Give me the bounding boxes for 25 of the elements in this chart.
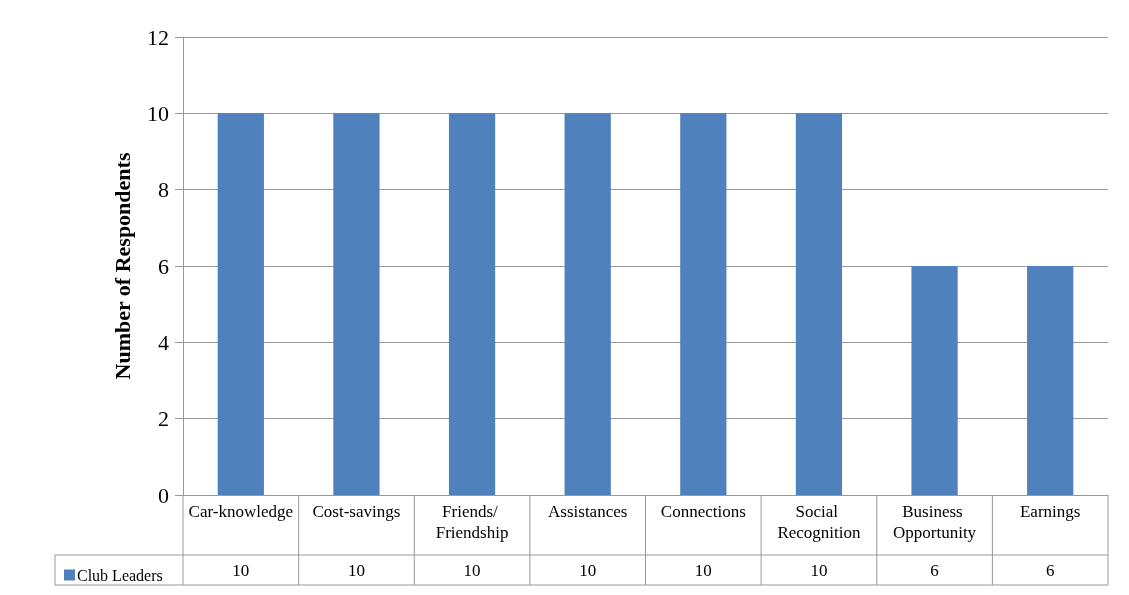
x-tick-label: Cost-savings [312, 502, 401, 521]
data-label: 10 [347, 560, 365, 580]
y-axis-title: Number of Respondents [109, 152, 135, 380]
y-tick-label: 10 [147, 100, 169, 126]
x-tick-label: Earnings [1019, 502, 1081, 521]
y-tick-label: 6 [158, 253, 169, 279]
data-label: 6 [1045, 560, 1055, 580]
y-tick-label: 4 [158, 329, 169, 355]
data-label: 10 [694, 560, 712, 580]
x-tick-label: Business Opportunity [893, 502, 977, 542]
x-tick-label: Assistances [548, 502, 628, 521]
x-tick-label: Connections [660, 502, 746, 521]
y-tick-label: 2 [158, 406, 169, 432]
data-label: 10 [579, 560, 597, 580]
data-label: 10 [810, 560, 828, 580]
data-label: 10 [463, 560, 481, 580]
x-tick-label: Social Recognition [777, 502, 861, 542]
data-label: 10 [232, 560, 250, 580]
x-tick-label: Friends/ Friendship [435, 502, 509, 542]
y-tick-label: 8 [158, 177, 169, 203]
data-label: 6 [930, 560, 939, 580]
y-tick-label: 0 [158, 482, 169, 508]
x-tick-label: Car-knowledge [188, 502, 294, 521]
legend-label: Club Leaders [77, 566, 163, 584]
y-tick-label: 12 [147, 24, 169, 50]
